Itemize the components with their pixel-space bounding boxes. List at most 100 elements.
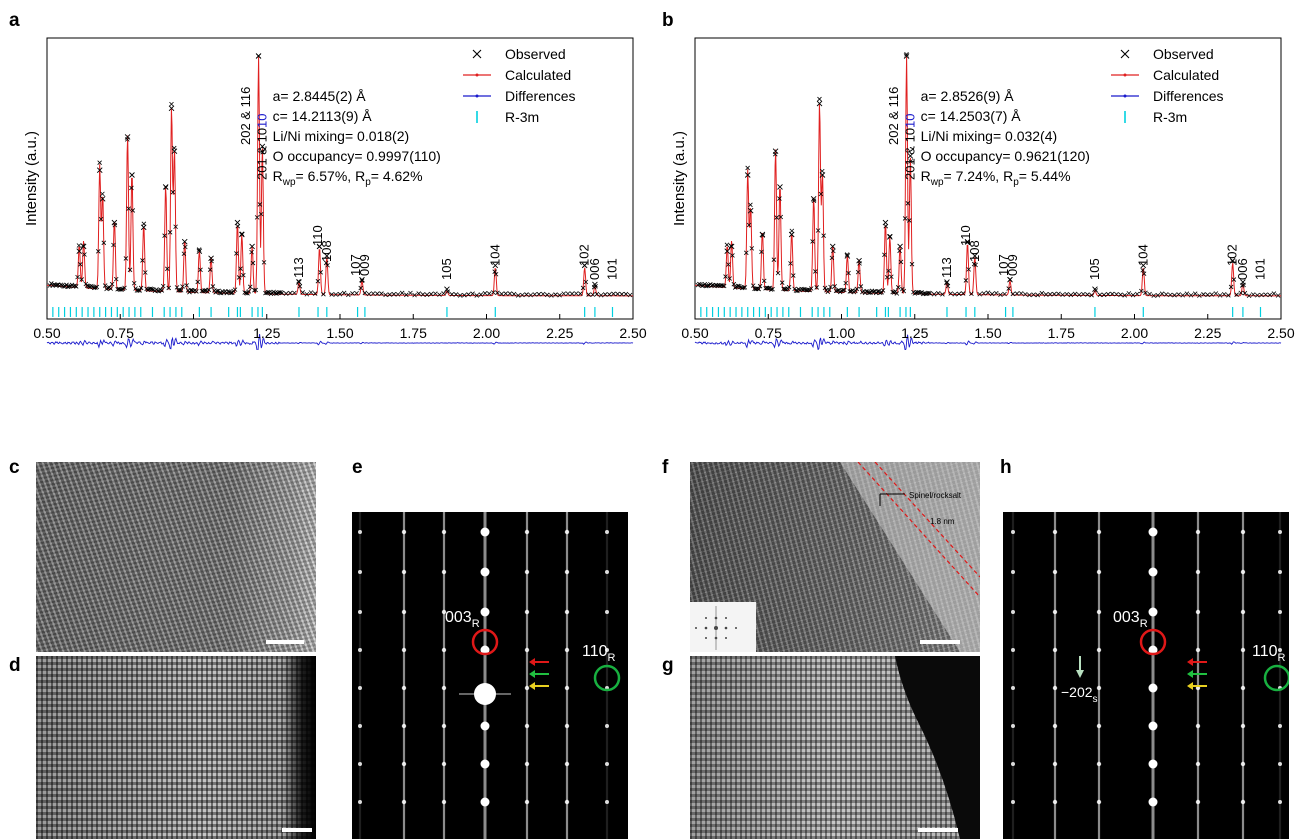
diffraction-spot [1195, 799, 1201, 805]
observed-point [162, 233, 167, 238]
observed-point [1141, 271, 1147, 276]
refinement-parameter: Li/Ni mixing= 0.032(4) [921, 128, 1058, 144]
observed-point [940, 292, 945, 297]
observed-point [1151, 293, 1157, 298]
diffraction-spot [1278, 570, 1282, 574]
observed-peak-point [80, 243, 87, 250]
refinement-parameters: a= 2.8526(9) Å c= 14.2503(7) Å Li/Ni mixin… [921, 88, 1090, 188]
observed-points [47, 53, 633, 298]
legend-label: Observed [505, 46, 566, 62]
observed-point [108, 286, 113, 291]
observed-point [553, 292, 558, 297]
observed-point [1089, 292, 1094, 298]
diffraction-spot [564, 569, 570, 575]
diffraction-spot [524, 723, 530, 729]
observed-point [437, 292, 442, 297]
observed-point [503, 291, 509, 296]
observed-point [858, 284, 864, 289]
x-tick-label: 0.50 [681, 325, 708, 341]
diffraction-spot [1195, 609, 1201, 615]
observed-peak-point [844, 253, 851, 259]
observed-peak-point [1240, 279, 1246, 285]
legend-differences-dot [1123, 94, 1127, 98]
observed-point [228, 290, 234, 296]
panel-label-d: d [9, 655, 21, 676]
observed-point [97, 160, 102, 165]
observed-point [433, 291, 438, 296]
observed-point [893, 289, 898, 294]
observed-point [866, 290, 872, 295]
observed-point [1114, 291, 1119, 297]
observed-point [1155, 293, 1161, 298]
observed-point [569, 291, 575, 296]
observed-point [243, 290, 249, 296]
observed-point [167, 230, 173, 235]
observed-point [412, 292, 417, 298]
observed-point [165, 266, 170, 272]
observed-point [926, 290, 931, 296]
refinement-parameter: O occupancy= 0.9621(120) [921, 148, 1090, 164]
xrd-refinement-chart-a: 0.500.751.001.251.501.752.002.252.50d sp… [23, 37, 647, 350]
x-tick-label: 1.75 [400, 325, 427, 341]
observed-point [1228, 284, 1234, 290]
observed-point [89, 283, 94, 289]
x-tick-label: 0.50 [33, 325, 60, 341]
observed-peak-point [907, 153, 914, 159]
observed-point [149, 286, 155, 292]
spot-003-circle [1139, 628, 1167, 656]
observed-point [952, 291, 958, 297]
observed-point [428, 291, 434, 297]
observed-point [1105, 291, 1111, 297]
diffraction-spot [401, 799, 407, 805]
observed-peak-point [897, 243, 903, 250]
diffraction-spot [1240, 569, 1246, 575]
legend-observed-marker [1120, 49, 1130, 59]
diffraction-spot [605, 762, 609, 766]
observed-peak-point [882, 219, 889, 226]
observed-point [1010, 291, 1016, 297]
observed-point [829, 255, 835, 261]
observed-point [173, 224, 178, 230]
observed-point [399, 290, 405, 296]
observed-point [113, 276, 119, 282]
observed-point [241, 272, 246, 278]
observed-peak-point [444, 286, 450, 293]
observed-point [1221, 291, 1227, 297]
observed-peak-point [96, 167, 103, 174]
x-tick-label: 2.50 [619, 325, 646, 341]
observed-point [935, 290, 941, 296]
observed-point [723, 274, 728, 279]
observed-point [492, 269, 497, 274]
observed-point [721, 283, 727, 289]
x-tick-label: 0.75 [755, 325, 782, 341]
scale-bar [918, 828, 958, 832]
observed-point [499, 291, 504, 297]
observed-point [54, 282, 60, 288]
observed-peak-point [171, 148, 178, 155]
observed-point [238, 266, 243, 271]
observed-point [194, 289, 199, 294]
peak-label: 102 [1225, 244, 1240, 266]
diffraction-spot [605, 724, 609, 728]
observed-point [1168, 292, 1173, 298]
observed-point [1271, 291, 1277, 296]
observed-peak-point [1007, 276, 1013, 283]
observed-point [178, 287, 184, 293]
observed-point [225, 289, 231, 294]
observed-point [236, 275, 242, 280]
legend: Observed Calculated Differences R-3m [463, 46, 576, 125]
diffraction-spot [1240, 529, 1246, 535]
observed-point [1039, 290, 1045, 296]
observed-peak-point [819, 172, 826, 178]
observed-point [1192, 291, 1198, 296]
observed-point [1043, 292, 1049, 297]
diffraction-spot [480, 645, 490, 655]
diffraction-spot [1011, 800, 1015, 804]
differences-line [46, 334, 634, 350]
observed-point [1188, 292, 1194, 298]
boundary-line [874, 462, 980, 578]
label-202: −202s [1061, 684, 1098, 705]
observed-point [901, 288, 907, 294]
observed-point [58, 282, 64, 288]
observed-peak-point [724, 248, 731, 254]
